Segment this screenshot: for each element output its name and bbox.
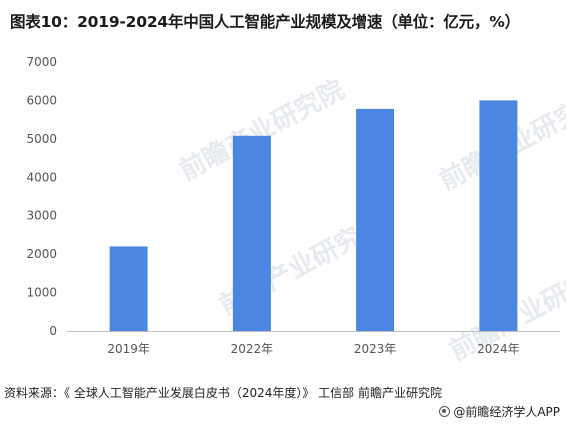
x-tick-label: 2024年 xyxy=(477,342,520,356)
bar-chart: 0 1000 2000 3000 4000 5000 6000 7000 2019年 2022年… xyxy=(26,55,560,356)
y-axis-ticks: 0 1000 2000 3000 4000 5000 6000 7000 xyxy=(26,55,57,338)
brand-text: @前瞻经济学人APP xyxy=(453,405,560,419)
bar-3 xyxy=(479,100,518,332)
x-axis-ticks: 2019年 2022年 2023年 2024年 xyxy=(107,342,519,356)
chart-title: 图表10：2019-2024年中国人工智能产业规模及增速（单位：亿元，%） xyxy=(10,13,520,31)
bar-0 xyxy=(109,246,148,331)
y-tick-label: 2000 xyxy=(26,247,57,261)
y-tick-label: 0 xyxy=(49,324,57,338)
y-tick-label: 7000 xyxy=(26,55,57,69)
y-tick-label: 4000 xyxy=(26,170,57,184)
y-tick-label: 5000 xyxy=(26,132,57,146)
brand-logo-icon xyxy=(439,406,451,417)
y-tick-label: 6000 xyxy=(26,93,57,107)
x-tick-label: 2019年 xyxy=(107,342,150,356)
y-tick-label: 1000 xyxy=(26,286,57,300)
bars xyxy=(109,100,518,332)
brand-label: @前瞻经济学人APP xyxy=(439,403,560,420)
y-tick-label: 3000 xyxy=(26,209,57,223)
x-tick-label: 2022年 xyxy=(231,342,274,356)
source-note: 资料来源：《 全球人工智能产业发展白皮书（2024年度）》 工信部 前瞻产业研究… xyxy=(4,386,442,400)
bar-1 xyxy=(232,135,271,331)
bar-2 xyxy=(356,108,395,332)
x-tick-label: 2023年 xyxy=(354,342,397,356)
